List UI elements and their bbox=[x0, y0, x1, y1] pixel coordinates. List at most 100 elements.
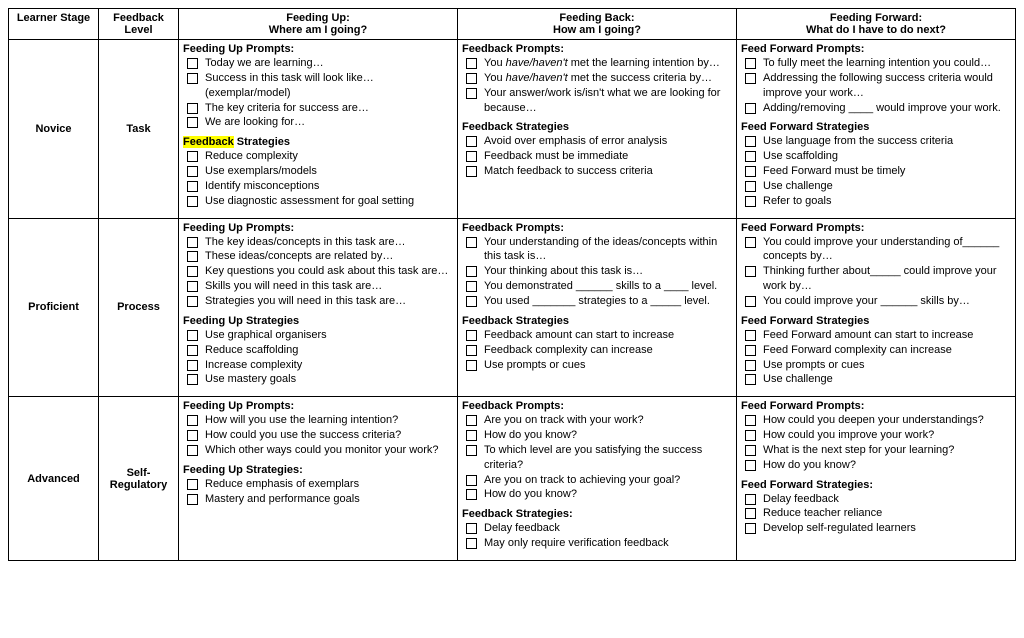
list-item: Addressing the following success criteri… bbox=[745, 71, 1011, 101]
strategies-list: Delay feedback May only require verifica… bbox=[462, 521, 732, 551]
list-item: Are you on track with your work? bbox=[466, 413, 732, 428]
prompts-title: Feed Forward Prompts: bbox=[741, 400, 1011, 412]
list-item: Use scaffolding bbox=[745, 149, 1011, 164]
prompts-title: Feeding Up Prompts: bbox=[183, 400, 453, 412]
list-item: Refer to goals bbox=[745, 194, 1011, 209]
strategies-title: Feed Forward Strategies bbox=[741, 121, 1011, 133]
cell-novice-fwd: Feed Forward Prompts: To fully meet the … bbox=[737, 40, 1016, 219]
list-item: Your understanding of the ideas/concepts… bbox=[466, 235, 732, 265]
list-item: How could you improve your work? bbox=[745, 428, 1011, 443]
header-stage: Learner Stage bbox=[9, 9, 99, 40]
list-item: Feed Forward complexity can increase bbox=[745, 343, 1011, 358]
prompts-list: You could improve your understanding of_… bbox=[741, 235, 1011, 309]
list-item: Match feedback to success criteria bbox=[466, 164, 732, 179]
list-item: The key criteria for success are… bbox=[187, 101, 453, 116]
prompts-list: Are you on track with your work? How do … bbox=[462, 413, 732, 502]
list-item: We are looking for… bbox=[187, 115, 453, 130]
list-item: Mastery and performance goals bbox=[187, 492, 453, 507]
prompts-list: The key ideas/concepts in this task are…… bbox=[183, 235, 453, 309]
list-item: Are you on track to achieving your goal? bbox=[466, 473, 732, 488]
list-item: Use prompts or cues bbox=[466, 358, 732, 373]
list-item: You could improve your ______ skills by… bbox=[745, 294, 1011, 309]
list-item: Today we are learning… bbox=[187, 56, 453, 71]
list-item: Delay feedback bbox=[466, 521, 732, 536]
list-item: You could improve your understanding of_… bbox=[745, 235, 1011, 265]
list-item: Reduce scaffolding bbox=[187, 343, 453, 358]
prompts-title: Feed Forward Prompts: bbox=[741, 222, 1011, 234]
list-item: You demonstrated ______ skills to a ____… bbox=[466, 279, 732, 294]
list-item: The key ideas/concepts in this task are… bbox=[187, 235, 453, 250]
level-self-regulatory: Self-Regulatory bbox=[99, 397, 179, 561]
stage-advanced: Advanced bbox=[9, 397, 99, 561]
list-item: May only require verification feedback bbox=[466, 536, 732, 551]
cell-novice-back: Feedback Prompts: You have/haven't met t… bbox=[458, 40, 737, 219]
strategies-list: Use language from the success criteria U… bbox=[741, 134, 1011, 208]
header-fwd-sub: What do I have to do next? bbox=[806, 24, 946, 36]
prompts-list: Your understanding of the ideas/concepts… bbox=[462, 235, 732, 309]
header-feeding-up: Feeding Up: Where am I going? bbox=[179, 9, 458, 40]
cell-advanced-up: Feeding Up Prompts: How will you use the… bbox=[179, 397, 458, 561]
level-process: Process bbox=[99, 218, 179, 397]
prompts-title: Feedback Prompts: bbox=[462, 43, 732, 55]
strategies-list: Avoid over emphasis of error analysis Fe… bbox=[462, 134, 732, 179]
strategies-title: Feedback Strategies: bbox=[462, 508, 732, 520]
cell-proficient-back: Feedback Prompts: Your understanding of … bbox=[458, 218, 737, 397]
list-item: These ideas/concepts are related by… bbox=[187, 249, 453, 264]
prompts-list: How will you use the learning intention?… bbox=[183, 413, 453, 458]
list-item: Which other ways could you monitor your … bbox=[187, 443, 453, 458]
list-item: Use graphical organisers bbox=[187, 328, 453, 343]
header-feeding-back: Feeding Back: How am I going? bbox=[458, 9, 737, 40]
strategies-title-rest: Strategies bbox=[234, 136, 290, 148]
header-row: Learner Stage Feedback Level Feeding Up:… bbox=[9, 9, 1016, 40]
prompts-title: Feedback Prompts: bbox=[462, 222, 732, 234]
header-up-title: Feeding Up: bbox=[286, 12, 350, 24]
prompts-list: You have/haven't met the learning intent… bbox=[462, 56, 732, 115]
list-item: How could you deepen your understandings… bbox=[745, 413, 1011, 428]
list-item: Feedback amount can start to increase bbox=[466, 328, 732, 343]
list-item: How do you know? bbox=[745, 458, 1011, 473]
header-level: Feedback Level bbox=[99, 9, 179, 40]
list-item: Use challenge bbox=[745, 372, 1011, 387]
list-item: Reduce teacher reliance bbox=[745, 506, 1011, 521]
list-item: Use diagnostic assessment for goal setti… bbox=[187, 194, 453, 209]
list-item: How do you know? bbox=[466, 428, 732, 443]
strategies-list: Reduce emphasis of exemplars Mastery and… bbox=[183, 477, 453, 507]
list-item: Develop self-regulated learners bbox=[745, 521, 1011, 536]
prompts-title: Feed Forward Prompts: bbox=[741, 43, 1011, 55]
cell-proficient-up: Feeding Up Prompts: The key ideas/concep… bbox=[179, 218, 458, 397]
list-item: To fully meet the learning intention you… bbox=[745, 56, 1011, 71]
list-item: Feedback complexity can increase bbox=[466, 343, 732, 358]
table-row: Proficient Process Feeding Up Prompts: T… bbox=[9, 218, 1016, 397]
list-item: How will you use the learning intention? bbox=[187, 413, 453, 428]
strategies-list: Feed Forward amount can start to increas… bbox=[741, 328, 1011, 387]
strategies-title: Feed Forward Strategies bbox=[741, 315, 1011, 327]
prompts-title: Feeding Up Prompts: bbox=[183, 222, 453, 234]
list-item: How could you use the success criteria? bbox=[187, 428, 453, 443]
list-item: Use exemplars/models bbox=[187, 164, 453, 179]
strategies-title: Feeding Up Strategies bbox=[183, 315, 453, 327]
list-item: Adding/removing ____ would improve your … bbox=[745, 101, 1011, 116]
strategies-list: Feedback amount can start to increase Fe… bbox=[462, 328, 732, 373]
cell-advanced-back: Feedback Prompts: Are you on track with … bbox=[458, 397, 737, 561]
list-item: Key questions you could ask about this t… bbox=[187, 264, 453, 279]
list-item: Feed Forward must be timely bbox=[745, 164, 1011, 179]
strategies-list: Reduce complexity Use exemplars/models I… bbox=[183, 149, 453, 208]
list-item: Avoid over emphasis of error analysis bbox=[466, 134, 732, 149]
list-item: Increase complexity bbox=[187, 358, 453, 373]
header-back-sub: How am I going? bbox=[553, 24, 641, 36]
header-fwd-title: Feeding Forward: bbox=[830, 12, 922, 24]
strategies-list: Delay feedback Reduce teacher reliance D… bbox=[741, 492, 1011, 537]
list-item: Identify misconceptions bbox=[187, 179, 453, 194]
list-item: Use mastery goals bbox=[187, 372, 453, 387]
list-item: Reduce emphasis of exemplars bbox=[187, 477, 453, 492]
strategies-title: Feedback Strategies bbox=[462, 121, 732, 133]
list-item: You have/haven't met the success criteri… bbox=[466, 71, 732, 86]
table-row: Advanced Self-Regulatory Feeding Up Prom… bbox=[9, 397, 1016, 561]
list-item: How do you know? bbox=[466, 487, 732, 502]
header-up-sub: Where am I going? bbox=[269, 24, 367, 36]
strategies-title: Feedback Strategies bbox=[462, 315, 732, 327]
prompts-list: Today we are learning… Success in this t… bbox=[183, 56, 453, 130]
list-item: Use prompts or cues bbox=[745, 358, 1011, 373]
list-item: Your answer/work is/isn't what we are lo… bbox=[466, 86, 732, 116]
cell-novice-up: Feeding Up Prompts: Today we are learnin… bbox=[179, 40, 458, 219]
